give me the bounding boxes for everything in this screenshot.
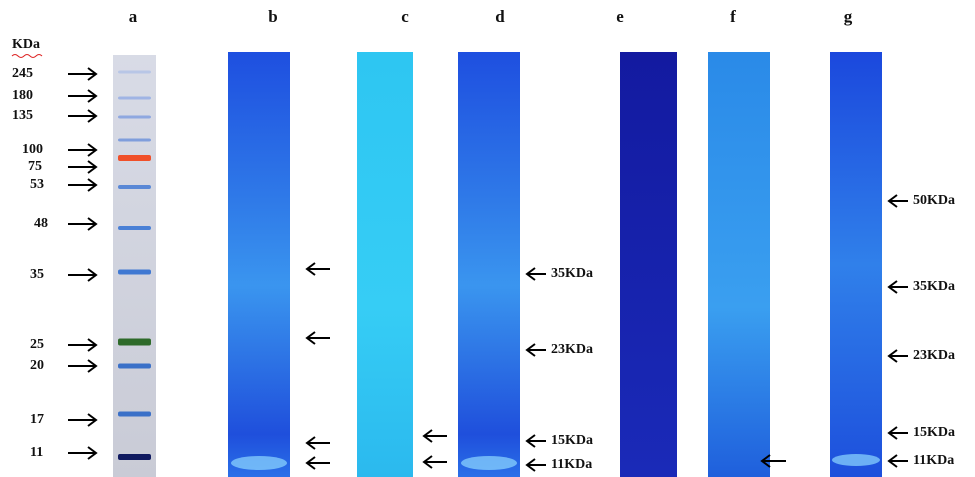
arrow [68, 339, 96, 351]
arrow [889, 455, 908, 467]
arrow [889, 281, 908, 293]
arrow [68, 269, 96, 281]
ladder-band [118, 364, 151, 369]
arrow [307, 457, 330, 469]
marker-label: 11 [30, 445, 43, 460]
lane-b-gel [228, 52, 290, 477]
arrow [527, 268, 546, 280]
ladder-band [118, 270, 151, 275]
lane-label: b [268, 7, 277, 26]
well-glow [231, 456, 287, 470]
marker-label: 135 [12, 108, 33, 123]
band-label: 15KDa [913, 425, 955, 440]
unit-label: KDa [12, 37, 40, 52]
ladder-band [118, 412, 151, 417]
lane-c-gel [357, 52, 413, 477]
arrow [68, 90, 96, 102]
arrow [889, 427, 908, 439]
band-label: 11KDa [551, 457, 592, 472]
band-label: 15KDa [551, 433, 593, 448]
marker-label: 53 [30, 177, 44, 192]
arrow [424, 430, 447, 442]
lane-f-gel [708, 52, 770, 477]
arrow [68, 68, 96, 80]
ladder-band [118, 116, 151, 119]
lane-d-gel [458, 52, 520, 477]
arrow [307, 437, 330, 449]
arrow [527, 435, 546, 447]
marker-label: 75 [28, 159, 42, 174]
spell-underline [12, 55, 42, 58]
well-glow [832, 454, 880, 466]
band-label: 50KDa [913, 193, 955, 208]
marker-label: 35 [30, 267, 44, 282]
gel-lanes [113, 52, 882, 477]
arrow [68, 447, 96, 459]
arrow [889, 195, 908, 207]
arrow [889, 350, 908, 362]
lane-label: e [616, 7, 624, 26]
band-label: 35KDa [551, 266, 593, 281]
band-label: 23KDa [551, 342, 593, 357]
ladder-band [118, 139, 151, 142]
marker-label: 180 [12, 88, 33, 103]
lane-e-gel [620, 52, 677, 477]
well-glow [461, 456, 517, 470]
gel-figure: KDa a b c d e f g 245 180 135 100 75 53 48 35 25 20 17 11 3… [0, 0, 975, 477]
arrow [307, 263, 330, 275]
arrow [68, 414, 96, 426]
lane-label: g [844, 7, 853, 26]
ladder-band [118, 226, 151, 230]
band-label: 11KDa [913, 453, 954, 468]
ladder-band [118, 454, 151, 460]
band-label: 23KDa [913, 348, 955, 363]
arrow [527, 459, 546, 471]
lane-label: a [129, 7, 138, 26]
ladder-band [118, 155, 151, 161]
marker-label: 100 [22, 142, 43, 157]
marker-label: 20 [30, 358, 44, 373]
arrow [68, 179, 96, 191]
arrow [68, 110, 96, 122]
band-label: 35KDa [913, 279, 955, 294]
marker-label: 245 [12, 66, 33, 81]
ladder-band [118, 97, 151, 100]
ladder-band [118, 71, 151, 74]
arrow [68, 161, 96, 173]
lane-g-gel [830, 52, 882, 477]
arrow [307, 332, 330, 344]
arrow [68, 360, 96, 372]
arrow [527, 344, 546, 356]
ladder-band [118, 339, 151, 346]
arrow [68, 144, 96, 156]
marker-label: 48 [34, 216, 48, 231]
ladder-band [118, 185, 151, 189]
marker-label: 25 [30, 337, 44, 352]
lane-label: c [401, 7, 409, 26]
lane-label: f [730, 7, 736, 26]
lane-label: d [495, 7, 505, 26]
arrow [424, 456, 447, 468]
arrow [68, 218, 96, 230]
marker-label: 17 [30, 412, 44, 427]
